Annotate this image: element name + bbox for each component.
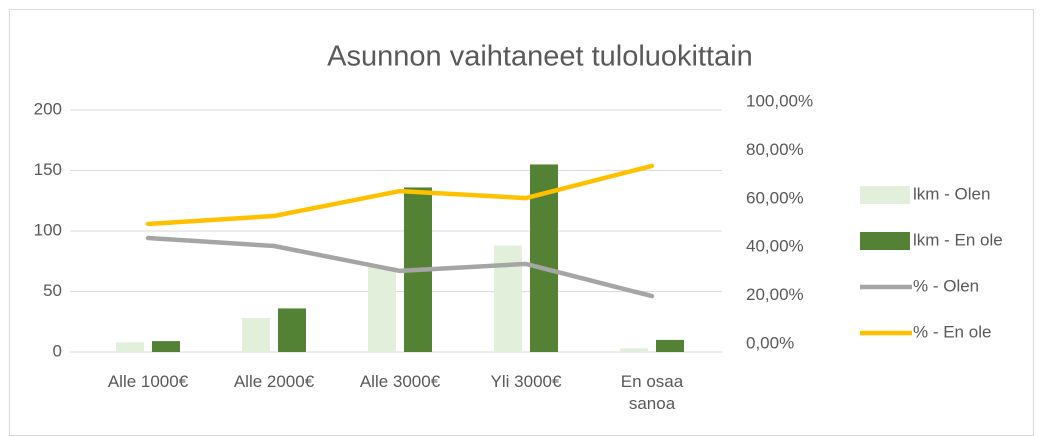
bar bbox=[656, 339, 684, 352]
y2-tick-label: 0,00% bbox=[746, 333, 794, 352]
line bbox=[145, 163, 655, 227]
legend-label: lkm - Olen bbox=[913, 184, 990, 203]
y-tick-label: 200 bbox=[34, 99, 62, 118]
chart-title: Asunnon vaihtaneet tuloluokittain bbox=[327, 41, 753, 73]
x-tick-label: Yli 3000€ bbox=[490, 372, 562, 391]
legend-label: % - En ole bbox=[913, 322, 991, 341]
line bbox=[145, 235, 655, 299]
x-tick-label: Alle 1000€ bbox=[107, 372, 189, 391]
bar bbox=[242, 318, 270, 352]
y2-tick-label: 100,00% bbox=[746, 91, 813, 110]
y2-tick-label: 40,00% bbox=[746, 237, 804, 256]
y-tick-label: 0 bbox=[53, 341, 62, 360]
bar bbox=[494, 245, 522, 352]
bar bbox=[152, 341, 180, 352]
x-tick-label: En osaa sanoa bbox=[620, 372, 684, 413]
y2-tick-label: 60,00% bbox=[746, 188, 804, 207]
x-tick-label: Alle 2000€ bbox=[233, 372, 315, 391]
bar bbox=[278, 308, 306, 352]
legend-swatch bbox=[860, 232, 910, 250]
bar bbox=[368, 267, 396, 352]
legend-label: % - Olen bbox=[913, 276, 979, 295]
bar bbox=[116, 342, 144, 352]
y2-tick-label: 20,00% bbox=[746, 285, 804, 304]
x-tick-label: Alle 3000€ bbox=[359, 372, 441, 391]
y-tick-label: 50 bbox=[43, 281, 62, 300]
legend-label: lkm - En ole bbox=[913, 230, 1003, 249]
legend-swatch bbox=[860, 186, 910, 204]
y-tick-label: 150 bbox=[34, 160, 62, 179]
y-tick-label: 100 bbox=[34, 220, 62, 239]
y2-tick-label: 80,00% bbox=[746, 140, 804, 159]
bar bbox=[620, 348, 648, 352]
